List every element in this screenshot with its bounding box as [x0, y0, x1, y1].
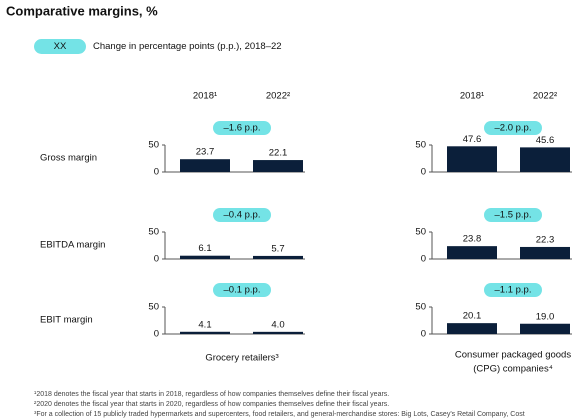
bar: [253, 331, 303, 334]
change-pill: [213, 283, 271, 297]
y-tick-label: 50: [148, 140, 159, 151]
change-pill: [213, 208, 271, 222]
y-tick-label: 0: [421, 329, 426, 340]
row-label: EBIT margin: [40, 315, 93, 326]
y-tick-label: 50: [415, 302, 426, 313]
value-label: 22.3: [536, 234, 555, 245]
group-label: Consumer packaged goods: [455, 350, 571, 361]
change-pill: [484, 283, 542, 297]
bar: [520, 147, 570, 172]
y-tick-label: 0: [421, 254, 426, 265]
value-label: 23.8: [463, 234, 482, 245]
y-tick-label: 50: [148, 302, 159, 313]
bar: [180, 255, 230, 259]
change-label: –1.1 p.p.: [495, 285, 532, 296]
bar: [447, 323, 497, 334]
change-label: –0.1 p.p.: [224, 285, 261, 296]
group-label: Grocery retailers³: [205, 353, 278, 364]
value-label: 6.1: [198, 243, 211, 254]
bar: [180, 159, 230, 172]
bar: [447, 146, 497, 172]
value-label: 22.1: [269, 148, 288, 159]
value-label: 19.0: [536, 311, 555, 322]
legend-swatch: [34, 39, 86, 54]
value-label: 4.0: [271, 319, 284, 330]
change-pill: [484, 121, 542, 135]
column-header: 2018¹: [460, 91, 484, 102]
footnote: ¹2018 denotes the fiscal year that start…: [34, 391, 389, 398]
value-label: 23.7: [196, 147, 215, 158]
change-label: –1.5 p.p.: [495, 210, 532, 221]
change-pill: [213, 121, 271, 135]
value-label: 4.1: [198, 319, 211, 330]
footnote: ³For a collection of 15 publicly traded …: [34, 411, 525, 418]
bar: [180, 331, 230, 334]
bar: [520, 246, 570, 259]
value-label: 5.7: [271, 243, 284, 254]
footnote: ²2020 denotes the fiscal year that start…: [34, 401, 389, 408]
y-tick-label: 50: [415, 140, 426, 151]
y-tick-label: 0: [154, 167, 159, 178]
y-tick-label: 0: [154, 254, 159, 265]
row-label: Gross margin: [40, 153, 97, 164]
chart-title: Comparative margins, %: [6, 3, 158, 18]
column-header: 2022²: [266, 91, 290, 102]
value-label: 45.6: [536, 135, 555, 146]
change-label: –1.6 p.p.: [224, 123, 261, 134]
column-header: 2018¹: [193, 91, 217, 102]
change-label: –2.0 p.p.: [495, 123, 532, 134]
y-tick-label: 0: [421, 167, 426, 178]
change-pill: [484, 208, 542, 222]
bar: [520, 323, 570, 334]
row-label: EBITDA margin: [40, 240, 105, 251]
bar: [253, 255, 303, 259]
change-label: –0.4 p.p.: [224, 210, 261, 221]
y-tick-label: 50: [415, 227, 426, 238]
column-header: 2022²: [533, 91, 557, 102]
bar: [253, 160, 303, 172]
group-label: (CPG) companies⁴: [473, 364, 553, 375]
legend-sample: XX: [54, 41, 67, 52]
value-label: 20.1: [463, 311, 482, 322]
legend-text: Change in percentage points (p.p.), 2018…: [93, 41, 282, 52]
value-label: 47.6: [463, 134, 482, 145]
y-tick-label: 50: [148, 227, 159, 238]
bar: [447, 246, 497, 259]
y-tick-label: 0: [154, 329, 159, 340]
